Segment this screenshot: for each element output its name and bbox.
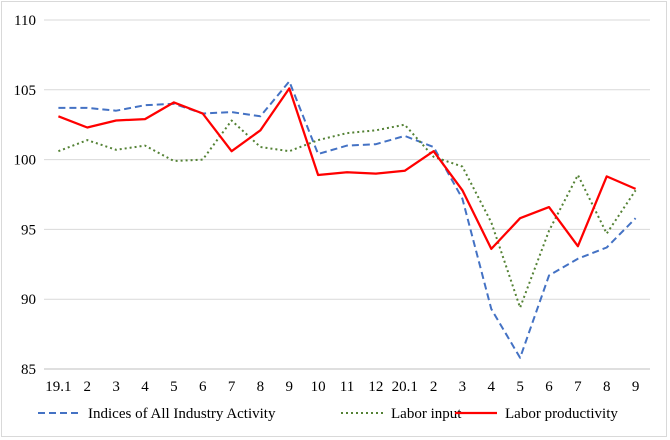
x-tick-label: 5 (516, 379, 524, 395)
x-tick-label: 9 (286, 379, 294, 395)
series-line-2 (57, 87, 637, 251)
y-tick-label: 100 (14, 153, 37, 169)
legend: Indices of All Industry Activity Labor in… (38, 406, 618, 422)
x-tick-label: 2 (430, 379, 438, 395)
x-tick-label: 19.1 (45, 379, 71, 395)
legend-label-0: Indices of All Industry Activity (88, 406, 276, 422)
x-tick-label: 3 (112, 379, 120, 395)
y-tick-label: 85 (21, 362, 36, 378)
x-tick-label: 7 (574, 379, 582, 395)
y-tick-label: 90 (21, 292, 36, 308)
x-tick-label: 8 (603, 379, 611, 395)
x-tick-label: 3 (459, 379, 467, 395)
y-axis-tick-labels: 85 90 95 100 105 110 (14, 13, 37, 378)
x-tick-label: 9 (632, 379, 640, 395)
series-lines (57, 80, 637, 359)
series-line-1 (58, 119, 637, 309)
y-tick-label: 105 (14, 83, 37, 99)
x-tick-label: 20.1 (392, 379, 418, 395)
legend-label-1: Labor input (391, 406, 462, 422)
x-tick-label: 4 (141, 379, 149, 395)
x-tick-label: 2 (84, 379, 92, 395)
legend-label-2: Labor productivity (505, 406, 618, 422)
y-tick-label: 95 (21, 222, 36, 238)
y-tick-label: 110 (14, 13, 36, 29)
x-tick-label: 7 (228, 379, 236, 395)
gridlines (44, 19, 650, 300)
x-tick-label: 11 (340, 379, 354, 395)
x-tick-label: 8 (257, 379, 265, 395)
x-tick-label: 12 (368, 379, 383, 395)
x-tick-label: 4 (488, 379, 496, 395)
x-tick-label: 6 (545, 379, 553, 395)
x-axis-tick-labels: 19.1 2 3 4 5 6 7 8 9 10 11 12 20.1 2 3 4 5 6 7 8 9 (45, 379, 639, 395)
x-tick-label: 6 (199, 379, 207, 395)
x-tick-label: 5 (170, 379, 178, 395)
series-line-0 (58, 80, 637, 359)
x-tick-label: 10 (311, 379, 326, 395)
